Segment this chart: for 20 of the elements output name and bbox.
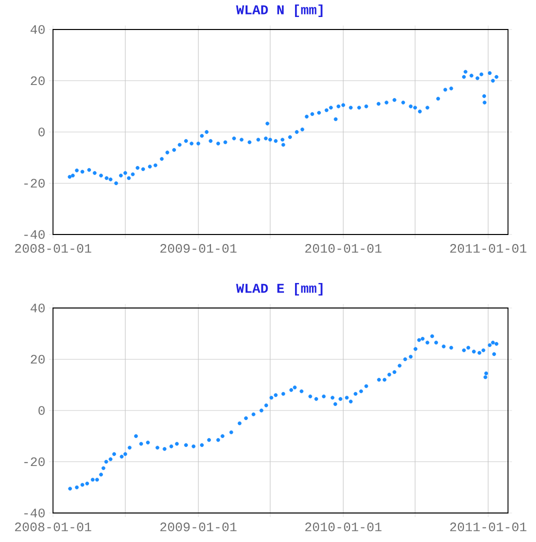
x-tick-label: 2010-01-01 <box>305 522 382 532</box>
chart-title: WLAD E [mm] <box>236 282 322 296</box>
x-tick-label: 2009-01-01 <box>160 244 237 253</box>
y-tick-label: 20 <box>30 354 45 364</box>
x-tick-label: 2010-01-01 <box>305 244 382 253</box>
x-tick-label: 2011-01-01 <box>450 522 526 532</box>
y-tick-label: -40 <box>24 508 45 518</box>
x-tick-label: 2009-01-01 <box>160 522 237 532</box>
y-tick-label: -40 <box>24 230 45 239</box>
y-tick-label: -20 <box>24 457 45 466</box>
y-tick-label: 0 <box>38 406 45 415</box>
y-tick-label: -20 <box>24 178 45 188</box>
y-tick-label: 40 <box>30 25 45 34</box>
chart-title: WLAD N [mm] <box>236 4 322 18</box>
x-tick-label: 2008-01-01 <box>15 522 92 532</box>
x-tick-label: 2011-01-01 <box>450 244 526 253</box>
y-tick-label: 40 <box>30 304 45 312</box>
y-tick-label: 0 <box>38 128 45 136</box>
x-tick-label: 2008-01-01 <box>15 244 92 253</box>
y-tick-label: 20 <box>30 76 45 86</box>
